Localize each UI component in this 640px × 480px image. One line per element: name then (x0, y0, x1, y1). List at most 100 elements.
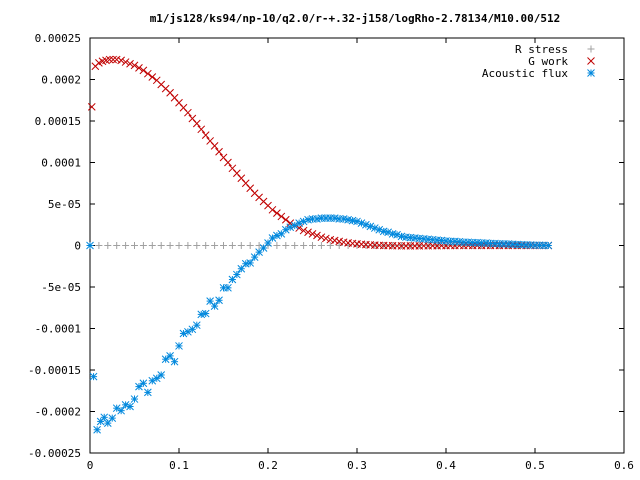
data-point (286, 223, 295, 232)
axis-ticks: 0 0.1 0.2 0.3 0.4 0.5 0.6 0.00025 0.0002 0.00015 0… (28, 32, 634, 472)
data-point (197, 125, 206, 134)
y-tick-label: -0.0002 (35, 406, 81, 419)
data-point (215, 147, 223, 156)
y-tick-label: -5e-05 (41, 281, 81, 294)
data-point (317, 242, 325, 249)
series-acoustic-flux (86, 214, 553, 434)
data-point (246, 242, 254, 249)
x-tick-label: 0.2 (258, 459, 278, 472)
data-point (170, 357, 179, 366)
data-point (117, 56, 126, 65)
data-point (135, 382, 143, 391)
legend-marker (587, 57, 595, 65)
data-point (362, 242, 370, 249)
data-point (113, 242, 121, 249)
data-point (309, 242, 316, 249)
y-tick-label: 0.0002 (41, 74, 81, 87)
data-point (193, 242, 201, 249)
legend-marker (587, 69, 595, 77)
data-point (108, 414, 117, 422)
data-point (93, 425, 101, 434)
data-point (211, 242, 219, 249)
data-point (317, 233, 326, 242)
data-point (157, 371, 166, 379)
data-point (95, 242, 103, 249)
data-point (220, 242, 227, 249)
data-point (105, 55, 114, 64)
data-point (166, 242, 174, 249)
data-point (304, 228, 312, 237)
y-tick-label: -0.00015 (28, 364, 81, 377)
data-point (268, 205, 277, 214)
series-r-stress (86, 242, 548, 249)
legend-marker (587, 45, 595, 53)
data-point (393, 230, 401, 239)
data-point (544, 241, 553, 250)
data-point (100, 413, 109, 422)
x-tick-label: 0.6 (614, 459, 634, 472)
data-point (197, 310, 206, 319)
data-point (313, 215, 321, 223)
data-point (161, 355, 170, 364)
data-point (384, 228, 393, 237)
data-point (273, 209, 281, 217)
x-tick-label: 0.4 (436, 459, 456, 472)
data-point (300, 242, 308, 249)
data-point (201, 131, 210, 139)
data-point (308, 230, 317, 238)
series-g-work (87, 55, 553, 250)
data-point (126, 402, 134, 411)
data-point (135, 64, 143, 72)
data-point (291, 242, 299, 249)
data-point (89, 372, 98, 381)
data-point (192, 119, 201, 128)
data-point (139, 242, 147, 249)
series-layer (86, 55, 553, 434)
data-point (321, 234, 330, 243)
data-point (313, 231, 321, 240)
data-point (370, 224, 379, 232)
data-point (104, 242, 112, 249)
data-point (117, 406, 126, 415)
data-point (131, 242, 138, 249)
legend-label: R stress (515, 43, 568, 56)
y-tick-label: 0 (74, 240, 81, 253)
data-point (215, 296, 223, 305)
data-point (224, 283, 232, 292)
data-point (175, 342, 183, 350)
data-point (273, 242, 281, 249)
data-point (210, 142, 219, 150)
data-point (335, 242, 343, 249)
data-point (148, 73, 157, 81)
data-point (122, 242, 130, 249)
y-tick-label: 0.00025 (35, 32, 81, 45)
data-point (224, 158, 232, 167)
data-point (202, 242, 210, 249)
data-point (210, 302, 219, 310)
data-point (121, 58, 130, 66)
data-point (237, 242, 245, 249)
data-point (87, 103, 96, 111)
data-point (130, 395, 139, 403)
y-tick-label: -0.0001 (35, 323, 81, 336)
y-tick-label: 5e-05 (48, 198, 81, 211)
data-point (166, 352, 174, 360)
data-point (362, 220, 370, 229)
data-point (175, 242, 183, 249)
y-tick-label: -0.00025 (28, 447, 81, 460)
data-point (326, 242, 334, 249)
chart-title: m1/js128/ks94/np-10/q2.0/r-+.32-j158/log… (150, 12, 561, 25)
x-tick-label: 0 (87, 459, 94, 472)
data-point (299, 226, 308, 235)
data-point (143, 69, 152, 78)
data-point (139, 66, 148, 75)
data-point (228, 242, 236, 249)
y-tick-label: 0.00015 (35, 115, 81, 128)
legend-label: G work (528, 55, 568, 68)
data-point (130, 61, 139, 70)
data-point (143, 388, 152, 397)
data-point (148, 242, 156, 249)
data-point (152, 374, 161, 383)
data-point (184, 108, 192, 117)
